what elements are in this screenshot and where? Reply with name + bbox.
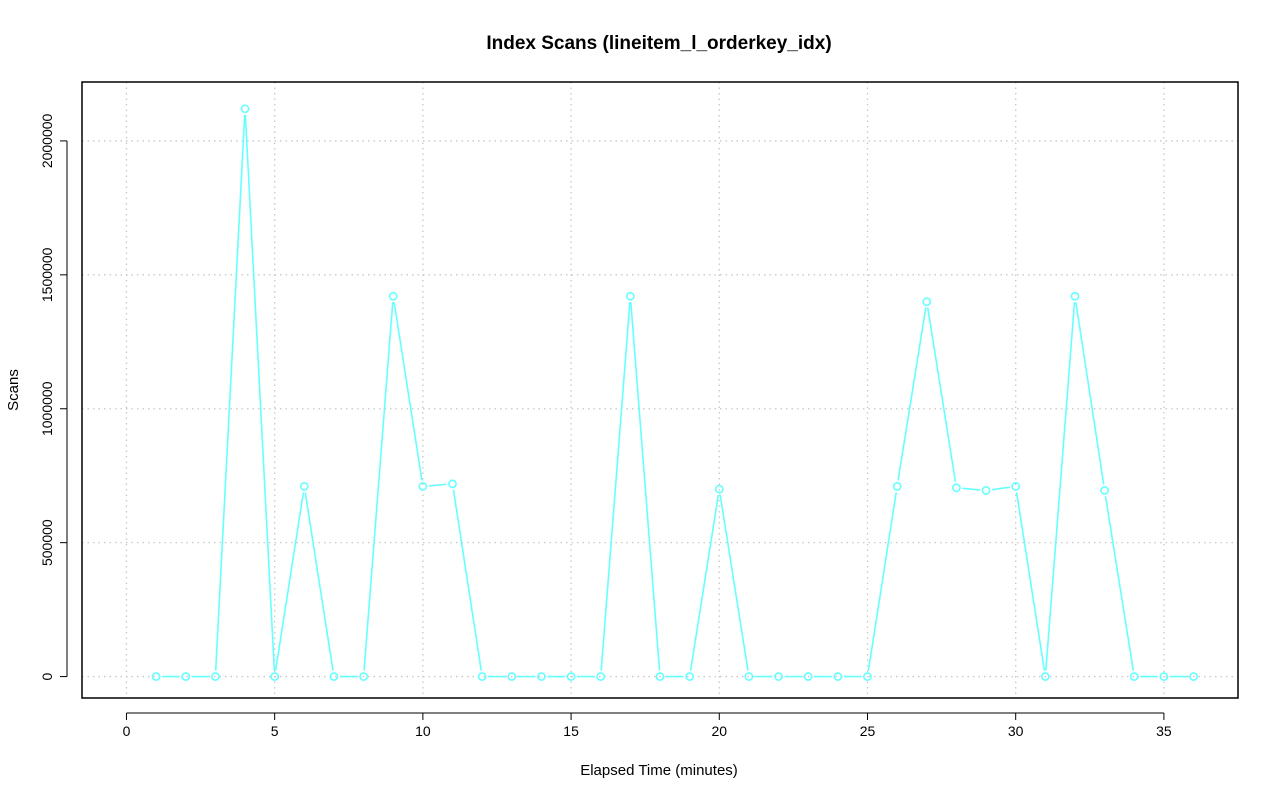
data-point	[1189, 672, 1198, 681]
series-line-segment	[719, 494, 749, 671]
data-point	[1100, 486, 1110, 495]
data-point	[388, 291, 398, 301]
series-line-segment	[274, 492, 305, 671]
grid	[82, 82, 1238, 698]
series-line-segment	[630, 302, 661, 671]
data-point	[240, 104, 250, 114]
data-series	[151, 104, 1198, 681]
series-line-segment	[244, 114, 276, 671]
series-line-segment	[1045, 302, 1076, 671]
y-axis-label: Scans	[5, 369, 22, 411]
data-point	[181, 672, 191, 681]
data-point	[952, 483, 961, 493]
series-line-segment	[214, 114, 246, 671]
y-tick-label: 1500000	[39, 247, 55, 302]
y-tick-label: 500000	[39, 519, 55, 566]
data-point	[507, 672, 517, 681]
series-line-segment	[689, 494, 720, 671]
data-point	[596, 672, 606, 681]
data-point	[981, 486, 991, 495]
data-point	[1011, 482, 1021, 491]
series-line-segment	[1075, 302, 1105, 485]
x-tick-label: 20	[711, 723, 727, 739]
data-point	[892, 482, 902, 491]
data-point	[774, 672, 783, 681]
series-line-segment	[1015, 492, 1046, 671]
x-tick-label: 10	[415, 723, 431, 739]
series-line-segment	[962, 487, 981, 491]
data-point	[1070, 291, 1080, 301]
series-line-segment	[897, 307, 927, 481]
data-point	[625, 291, 635, 301]
y-tick-label: 1000000	[39, 381, 55, 436]
data-point	[418, 482, 428, 491]
data-point	[270, 672, 280, 681]
series-line-segment	[452, 489, 483, 671]
data-point	[448, 479, 457, 489]
series-line-segment	[600, 302, 631, 671]
series-line-segment	[428, 483, 447, 487]
chart-title: Index Scans (lineitem_l_orderkey_idx)	[486, 33, 831, 54]
y-tick-label: 2000000	[39, 113, 55, 168]
x-tick-label: 15	[563, 723, 579, 739]
x-tick-label: 25	[860, 723, 876, 739]
axes: 0 5 10 15 20 25 30 35 0 500000 1000000 1500000 20000…	[39, 113, 1172, 739]
data-point	[655, 672, 665, 681]
data-point	[714, 484, 724, 494]
data-point	[685, 672, 695, 681]
data-point	[833, 672, 843, 681]
series-line-segment	[991, 486, 1010, 491]
data-point	[151, 672, 161, 681]
data-point	[1040, 672, 1050, 681]
y-tick-label: 0	[39, 672, 55, 680]
series-line-segment	[304, 492, 334, 671]
series-line-segment	[926, 307, 957, 482]
series-line-segment	[867, 492, 897, 671]
data-point	[566, 672, 576, 681]
data-point	[299, 482, 309, 491]
x-axis-label: Elapsed Time (minutes)	[580, 762, 738, 779]
plot-frame	[81, 81, 1239, 699]
data-point	[1159, 672, 1169, 681]
data-point	[1129, 672, 1139, 681]
x-tick-label: 5	[271, 723, 279, 739]
series-line-segment	[1104, 496, 1135, 671]
data-point	[863, 672, 872, 681]
x-tick-label: 0	[123, 723, 131, 739]
data-point	[803, 672, 813, 681]
data-point	[359, 672, 368, 681]
data-point	[477, 672, 487, 681]
data-point	[922, 297, 932, 307]
data-point	[329, 672, 339, 681]
x-tick-label: 35	[1156, 723, 1172, 739]
data-point	[537, 672, 546, 681]
data-point	[744, 672, 754, 681]
data-point	[210, 672, 220, 681]
series-line-segment	[393, 302, 423, 481]
x-tick-label: 30	[1008, 723, 1024, 739]
series-line-segment	[363, 302, 394, 671]
